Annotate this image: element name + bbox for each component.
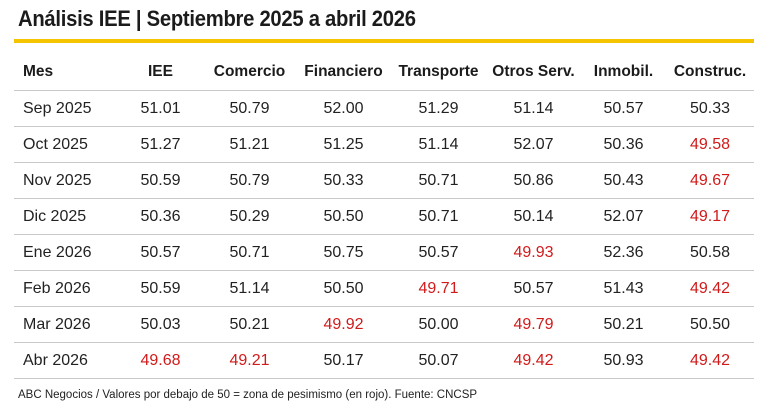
value-cell: 50.57 (581, 90, 666, 127)
table-row: Nov 2025 50.59 50.79 50.33 50.71 50.86 50.43 49… (14, 162, 754, 199)
column-header-mes: Mes (23, 63, 54, 80)
value-cell: 51.14 (391, 126, 486, 163)
value-cell: 51.29 (391, 90, 486, 127)
value-cell: 50.33 (666, 90, 754, 127)
value-cell: 50.00 (391, 306, 486, 343)
month-cell: Sep 2025 (14, 90, 118, 127)
table-row: Sep 2025 51.01 50.79 52.00 51.29 51.14 50.57 50… (14, 90, 754, 127)
value-cell: 49.79 (486, 306, 581, 343)
column-header-otros-serv: Otros Serv. (492, 63, 575, 80)
column-header-construc: Construc. (673, 63, 747, 80)
value-cell: 50.50 (296, 270, 391, 307)
month-cell: Abr 2026 (14, 342, 118, 379)
value-cell: 51.14 (486, 90, 581, 127)
month-cell: Nov 2025 (14, 162, 118, 199)
value-cell: 50.17 (296, 342, 391, 379)
value-cell: 52.07 (486, 126, 581, 163)
value-cell: 49.21 (203, 342, 296, 379)
value-cell: 50.21 (203, 306, 296, 343)
value-cell: 51.14 (203, 270, 296, 307)
month-cell: Oct 2025 (14, 126, 118, 163)
column-header-transporte: Transporte (398, 63, 479, 80)
value-cell: 50.57 (486, 270, 581, 307)
table-body: Sep 2025 51.01 50.79 52.00 51.29 51.14 50.57 50… (14, 90, 754, 379)
column-header-inmobil: Inmobil. (593, 63, 654, 80)
column-header-comercio: Comercio (213, 63, 286, 80)
value-cell: 49.42 (666, 342, 754, 379)
value-cell: 50.58 (666, 234, 754, 271)
value-cell: 49.92 (296, 306, 391, 343)
value-cell: 49.42 (666, 270, 754, 307)
value-cell: 50.57 (118, 234, 203, 271)
value-cell: 52.07 (581, 198, 666, 235)
value-cell: 51.21 (203, 126, 296, 163)
value-cell: 50.50 (296, 198, 391, 235)
table-row: Feb 2026 50.59 51.14 50.50 49.71 50.57 51.43 49… (14, 270, 754, 307)
value-cell: 50.57 (391, 234, 486, 271)
value-cell: 49.71 (391, 270, 486, 307)
value-cell: 49.42 (486, 342, 581, 379)
value-cell: 50.86 (486, 162, 581, 199)
value-cell: 50.75 (296, 234, 391, 271)
column-header-iee: IEE (148, 63, 173, 80)
value-cell: 50.03 (118, 306, 203, 343)
value-cell: 50.71 (391, 162, 486, 199)
table-row: Oct 2025 51.27 51.21 51.25 51.14 52.07 50.36 49… (14, 126, 754, 163)
footnote: ABC Negocios / Valores por debajo de 50 … (18, 389, 478, 401)
value-cell: 50.93 (581, 342, 666, 379)
value-cell: 52.00 (296, 90, 391, 127)
value-cell: 50.79 (203, 90, 296, 127)
column-header-financiero: Financiero (304, 63, 383, 80)
table-row: Mar 2026 50.03 50.21 49.92 50.00 49.79 50.21 50… (14, 306, 754, 343)
value-cell: 50.50 (666, 306, 754, 343)
month-cell: Feb 2026 (14, 270, 118, 307)
value-cell: 50.71 (203, 234, 296, 271)
value-cell: 50.43 (581, 162, 666, 199)
value-cell: 51.25 (296, 126, 391, 163)
value-cell: 51.01 (118, 90, 203, 127)
value-cell: 52.36 (581, 234, 666, 271)
value-cell: 49.67 (666, 162, 754, 199)
value-cell: 50.36 (118, 198, 203, 235)
page-title: Análisis IEE | Septiembre 2025 a abril 2… (18, 6, 416, 31)
value-cell: 50.14 (486, 198, 581, 235)
table-header-row: Mes IEE Comercio Financiero Transporte O… (14, 54, 754, 91)
value-cell: 50.29 (203, 198, 296, 235)
value-cell: 49.93 (486, 234, 581, 271)
value-cell: 50.07 (391, 342, 486, 379)
value-cell: 49.58 (666, 126, 754, 163)
table-row: Ene 2026 50.57 50.71 50.75 50.57 49.93 52.36 50… (14, 234, 754, 271)
table-row: Abr 2026 49.68 49.21 50.17 50.07 49.42 50.93 49… (14, 342, 754, 379)
month-cell: Mar 2026 (14, 306, 118, 343)
value-cell: 50.33 (296, 162, 391, 199)
month-cell: Ene 2026 (14, 234, 118, 271)
value-cell: 50.79 (203, 162, 296, 199)
value-cell: 51.43 (581, 270, 666, 307)
value-cell: 50.71 (391, 198, 486, 235)
iee-table: Mes IEE Comercio Financiero Transporte O… (14, 54, 754, 379)
value-cell: 49.68 (118, 342, 203, 379)
value-cell: 50.59 (118, 270, 203, 307)
value-cell: 50.36 (581, 126, 666, 163)
value-cell: 50.21 (581, 306, 666, 343)
month-cell: Dic 2025 (14, 198, 118, 235)
value-cell: 51.27 (118, 126, 203, 163)
table-row: Dic 2025 50.36 50.29 50.50 50.71 50.14 52.07 49… (14, 198, 754, 235)
title-underline (14, 39, 754, 43)
value-cell: 49.17 (666, 198, 754, 235)
value-cell: 50.59 (118, 162, 203, 199)
